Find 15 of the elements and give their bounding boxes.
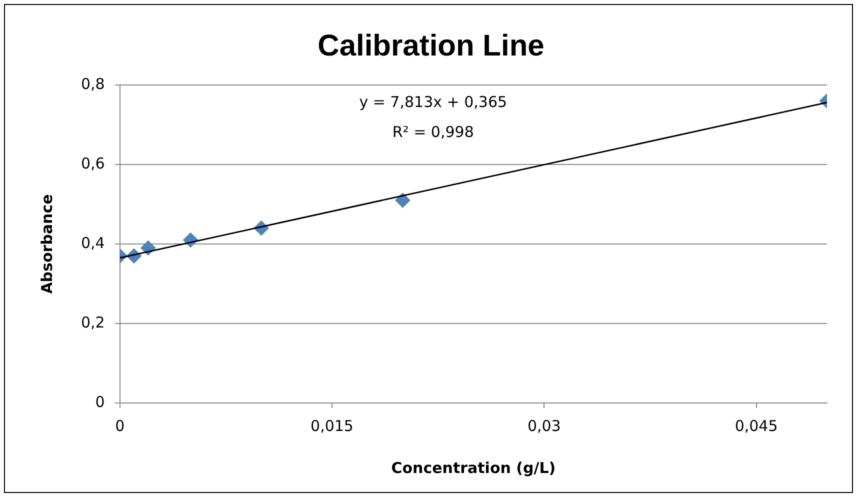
x-tick-label: 0,03	[527, 416, 561, 435]
x-tick-label: 0,015	[310, 416, 354, 435]
y-tick-label: 0,8	[80, 74, 105, 93]
y-tick-label: 0,2	[80, 313, 105, 332]
y-axis-title: Absorbance	[38, 194, 56, 294]
y-tick-label: 0,6	[80, 154, 105, 172]
x-tick-label: 0,045	[734, 416, 778, 435]
point	[395, 192, 410, 208]
chart-title: Calibration Line	[318, 29, 544, 62]
x-tick-label: 0	[115, 416, 125, 435]
annotation: R² = 0,998	[392, 122, 474, 141]
y-tick-label: 0	[95, 392, 105, 411]
x-axis-title: Concentration (g/L)	[391, 458, 556, 477]
annotation: y = 7,813x + 0,365	[359, 92, 508, 111]
y-tick-label: 0,4	[80, 234, 105, 252]
